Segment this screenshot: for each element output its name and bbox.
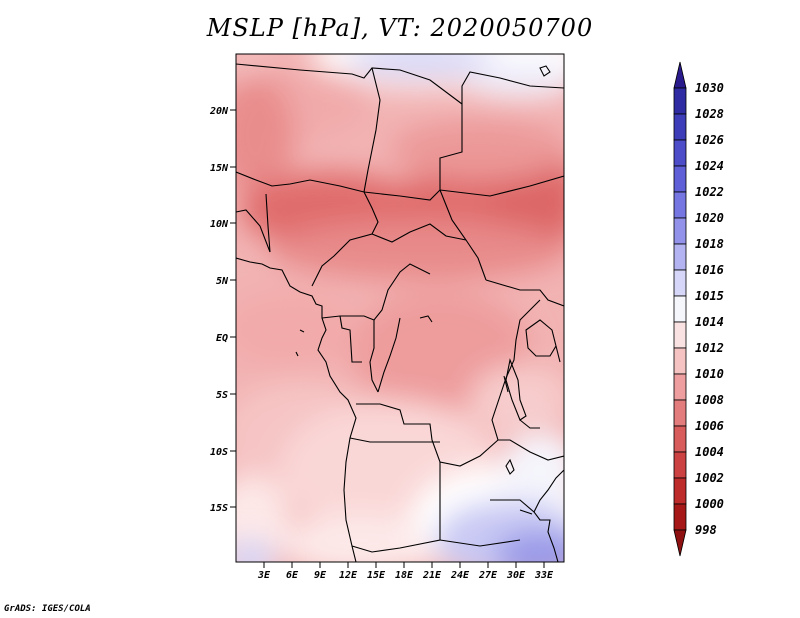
longitude-axis xyxy=(263,562,545,568)
colorbar-label: 1010 xyxy=(695,367,724,381)
lat-label: EQ xyxy=(216,333,228,344)
coastlines-borders xyxy=(236,63,564,562)
lat-label: 15S xyxy=(210,503,228,514)
colorbar-segment xyxy=(673,191,687,219)
colorbar-segment xyxy=(673,165,687,193)
lon-label: 9E xyxy=(314,570,327,581)
colorbar-segment xyxy=(673,425,687,453)
lat-label: 5S xyxy=(216,390,228,401)
colorbar-segment xyxy=(673,87,687,115)
lat-label: 10N xyxy=(210,219,229,230)
lon-label: 30E xyxy=(506,570,526,581)
colorbar xyxy=(673,61,687,557)
colorbar-arrow-top xyxy=(673,61,687,89)
colorbar-segment xyxy=(673,451,687,479)
lon-label: 3E xyxy=(257,570,271,581)
colorbar-label: 998 xyxy=(695,523,717,537)
lon-label: 33E xyxy=(534,570,554,581)
colorbar-label: 1002 xyxy=(695,471,724,485)
colorbar-segment xyxy=(673,269,687,297)
colorbar-label: 1014 xyxy=(695,315,724,329)
lon-label: 12E xyxy=(339,570,358,581)
colorbar-arrow-bottom xyxy=(673,529,687,557)
colorbar-label: 1024 xyxy=(695,159,724,173)
map-frame xyxy=(235,53,565,563)
colorbar-segment xyxy=(673,217,687,245)
colorbar-label: 1026 xyxy=(695,133,724,147)
colorbar-label: 1015 xyxy=(695,289,724,303)
colorbar-segment xyxy=(673,347,687,375)
colorbar-label: 1016 xyxy=(695,263,724,277)
colorbar-segment xyxy=(673,295,687,323)
colorbar-label: 1006 xyxy=(695,419,724,433)
colorbar-label: 1004 xyxy=(695,445,724,459)
colorbar-segment xyxy=(673,399,687,427)
latitude-labels: 20N 15N 10N 5N EQ 5S 10S 15S xyxy=(209,106,229,514)
lon-label: 18E xyxy=(395,570,414,581)
colorbar-label: 1012 xyxy=(695,341,724,355)
colorbar-segment xyxy=(673,373,687,401)
lon-label: 6E xyxy=(286,570,299,581)
colorbar-label: 1022 xyxy=(695,185,724,199)
colorbar-label: 1018 xyxy=(695,237,724,251)
colorbar-segment xyxy=(673,477,687,505)
lat-label: 15N xyxy=(210,163,229,174)
lon-label: 21E xyxy=(422,570,442,581)
lon-label: 27E xyxy=(478,570,498,581)
lat-label: 20N xyxy=(209,106,229,117)
colorbar-labels: 1030 1028 1026 1024 1022 1020 1018 1016 1015 1014… xyxy=(695,81,724,537)
grads-credit: GrADS: IGES/COLA xyxy=(4,604,91,614)
colorbar-label: 1030 xyxy=(695,81,724,95)
colorbar-segment xyxy=(673,321,687,349)
colorbar-segment xyxy=(673,113,687,141)
colorbar-label: 1020 xyxy=(695,211,724,225)
colorbar-label: 1028 xyxy=(695,107,724,121)
map-title: MSLP [hPa], VT: 2020050700 xyxy=(206,14,594,42)
pressure-field xyxy=(236,54,564,562)
colorbar-label: 1000 xyxy=(695,497,724,511)
colorbar-segment xyxy=(673,139,687,167)
lat-label: 5N xyxy=(216,276,229,287)
latitude-axis xyxy=(230,109,236,508)
lon-label: 24E xyxy=(450,570,470,581)
colorbar-segment xyxy=(673,243,687,271)
longitude-labels: 3E 6E 9E 12E 15E 18E 21E 24E 27E 30E 33E xyxy=(257,570,554,581)
colorbar-label: 1008 xyxy=(695,393,724,407)
colorbar-segment xyxy=(673,503,687,531)
lat-label: 10S xyxy=(210,447,228,458)
lon-label: 15E xyxy=(367,570,386,581)
